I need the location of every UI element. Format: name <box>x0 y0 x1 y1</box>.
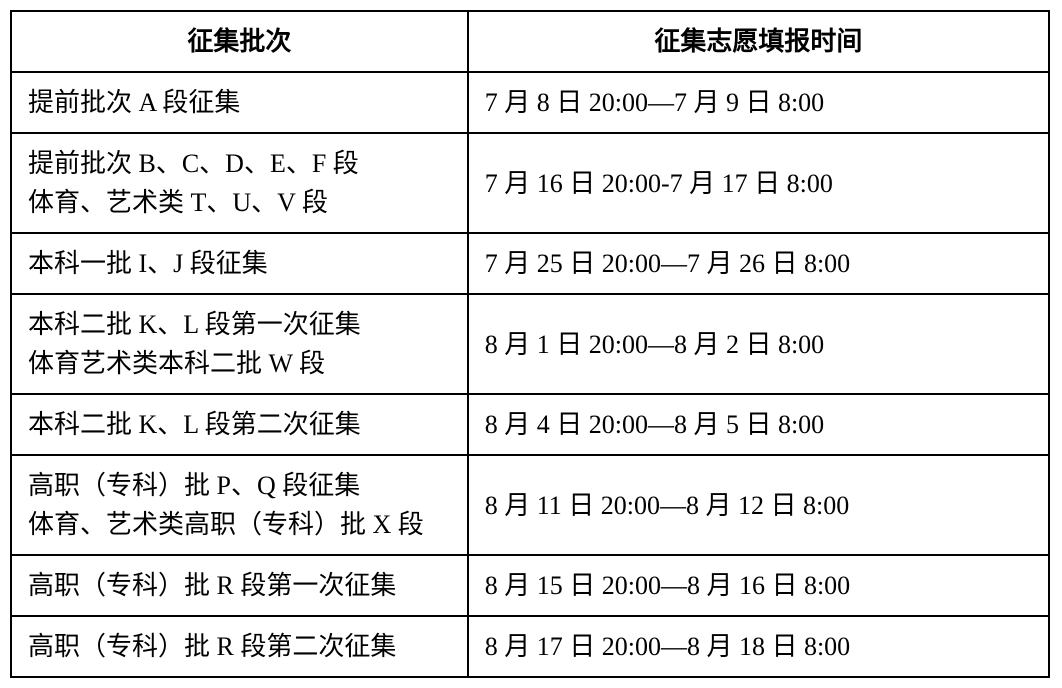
cell-batch: 本科二批 K、L 段第一次征集 体育艺术类本科二批 W 段 <box>11 294 468 394</box>
table-row: 高职（专科）批 R 段第二次征集 8 月 17 日 20:00—8 月 18 日… <box>11 616 1049 677</box>
cell-time: 7 月 8 日 20:00—7 月 9 日 8:00 <box>468 72 1049 133</box>
table-row: 高职（专科）批 R 段第一次征集 8 月 15 日 20:00—8 月 16 日… <box>11 555 1049 616</box>
table-row: 高职（专科）批 P、Q 段征集 体育、艺术类高职（专科）批 X 段 8 月 11… <box>11 455 1049 555</box>
header-time: 征集志愿填报时间 <box>468 11 1049 72</box>
cell-time: 8 月 1 日 20:00—8 月 2 日 8:00 <box>468 294 1049 394</box>
table-row: 提前批次 B、C、D、E、F 段 体育、艺术类 T、U、V 段 7 月 16 日… <box>11 133 1049 233</box>
table-row: 本科一批 I、J 段征集 7 月 25 日 20:00—7 月 26 日 8:0… <box>11 233 1049 294</box>
cell-batch: 本科二批 K、L 段第二次征集 <box>11 394 468 455</box>
cell-time: 7 月 16 日 20:00-7 月 17 日 8:00 <box>468 133 1049 233</box>
table-header-row: 征集批次 征集志愿填报时间 <box>11 11 1049 72</box>
cell-batch: 提前批次 A 段征集 <box>11 72 468 133</box>
cell-batch: 高职（专科）批 P、Q 段征集 体育、艺术类高职（专科）批 X 段 <box>11 455 468 555</box>
cell-time: 8 月 17 日 20:00—8 月 18 日 8:00 <box>468 616 1049 677</box>
schedule-table: 征集批次 征集志愿填报时间 提前批次 A 段征集 7 月 8 日 20:00—7… <box>10 10 1050 678</box>
table-row: 本科二批 K、L 段第一次征集 体育艺术类本科二批 W 段 8 月 1 日 20… <box>11 294 1049 394</box>
header-batch: 征集批次 <box>11 11 468 72</box>
table-row: 本科二批 K、L 段第二次征集 8 月 4 日 20:00—8 月 5 日 8:… <box>11 394 1049 455</box>
cell-batch: 提前批次 B、C、D、E、F 段 体育、艺术类 T、U、V 段 <box>11 133 468 233</box>
cell-batch: 高职（专科）批 R 段第一次征集 <box>11 555 468 616</box>
cell-time: 8 月 15 日 20:00—8 月 16 日 8:00 <box>468 555 1049 616</box>
cell-time: 7 月 25 日 20:00—7 月 26 日 8:00 <box>468 233 1049 294</box>
table-row: 提前批次 A 段征集 7 月 8 日 20:00—7 月 9 日 8:00 <box>11 72 1049 133</box>
cell-batch: 本科一批 I、J 段征集 <box>11 233 468 294</box>
cell-batch: 高职（专科）批 R 段第二次征集 <box>11 616 468 677</box>
table-body: 提前批次 A 段征集 7 月 8 日 20:00—7 月 9 日 8:00 提前… <box>11 72 1049 677</box>
cell-time: 8 月 11 日 20:00—8 月 12 日 8:00 <box>468 455 1049 555</box>
cell-time: 8 月 4 日 20:00—8 月 5 日 8:00 <box>468 394 1049 455</box>
